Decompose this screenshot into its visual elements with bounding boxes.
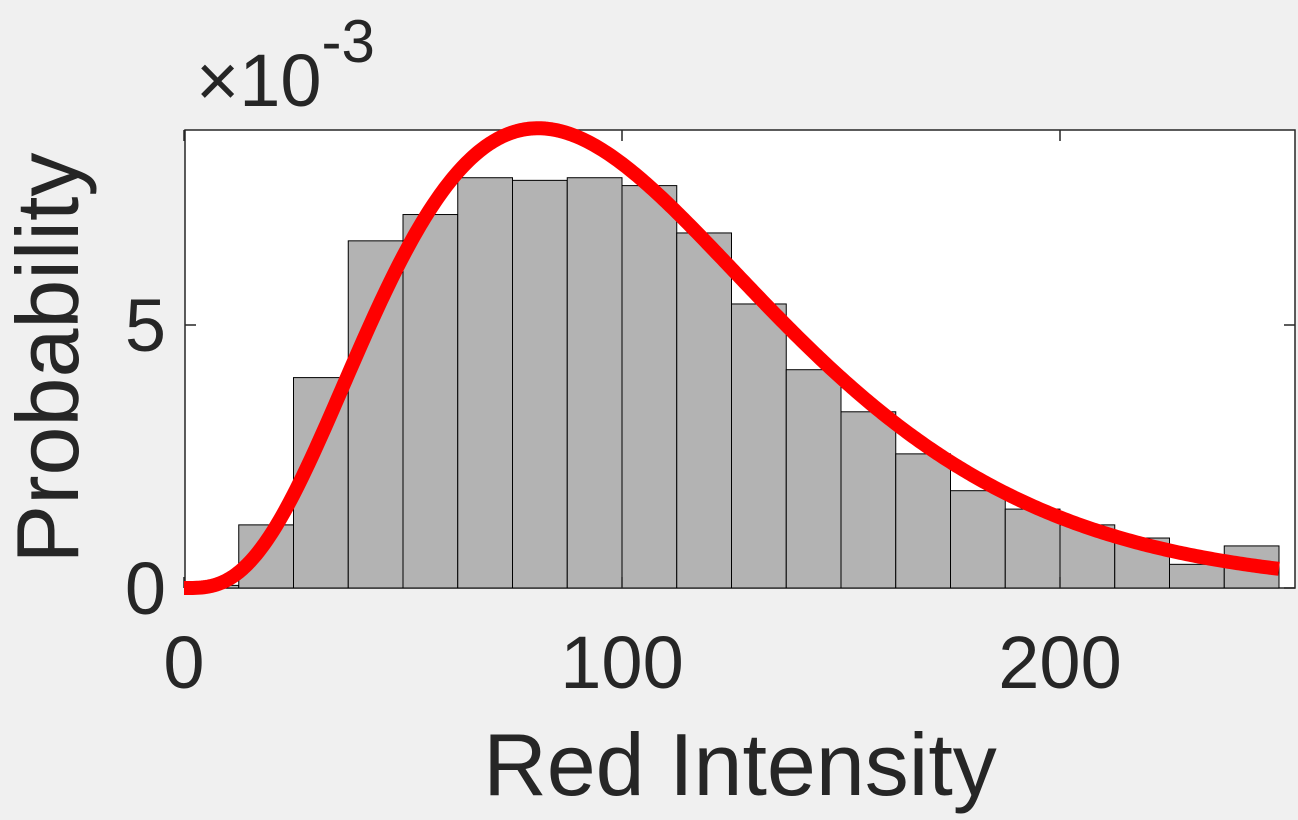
y-exponent-power: -3 bbox=[322, 8, 375, 75]
x-tick-label-0: 0 bbox=[163, 621, 204, 704]
histogram-bar-6 bbox=[512, 179, 568, 589]
histogram-bar-11 bbox=[785, 369, 842, 589]
ticks-group: 0 100 200 0 5 bbox=[125, 130, 1295, 704]
y-tick-label-1: 5 bbox=[125, 284, 166, 367]
histogram-bar-18 bbox=[1169, 563, 1225, 589]
fit-curve-group bbox=[179, 121, 1284, 595]
histogram-bar-3 bbox=[347, 240, 404, 589]
histogram-bar-13 bbox=[895, 453, 951, 589]
histogram-bar-9 bbox=[676, 232, 732, 589]
x-tick-label-2: 200 bbox=[998, 621, 1121, 704]
histogram-bar-12 bbox=[840, 411, 897, 589]
histogram-bar-10 bbox=[731, 303, 787, 589]
histogram-bar-8 bbox=[621, 185, 678, 589]
histogram-bar-7 bbox=[566, 177, 623, 589]
x-axis-label: Red Intensity bbox=[483, 715, 997, 814]
histogram-bar-5 bbox=[457, 177, 513, 589]
y-axis-label: Probability bbox=[0, 153, 97, 564]
histogram-bar-14 bbox=[950, 490, 1006, 589]
y-exponent-prefix: ×10 bbox=[196, 39, 322, 122]
y-exponent-label: ×10-3 bbox=[196, 8, 375, 122]
y-tick-label-0: 0 bbox=[125, 547, 166, 630]
fit-curve-line bbox=[179, 121, 1284, 595]
histogram-bar-4 bbox=[402, 214, 459, 589]
x-tick-label-1: 100 bbox=[560, 621, 683, 704]
